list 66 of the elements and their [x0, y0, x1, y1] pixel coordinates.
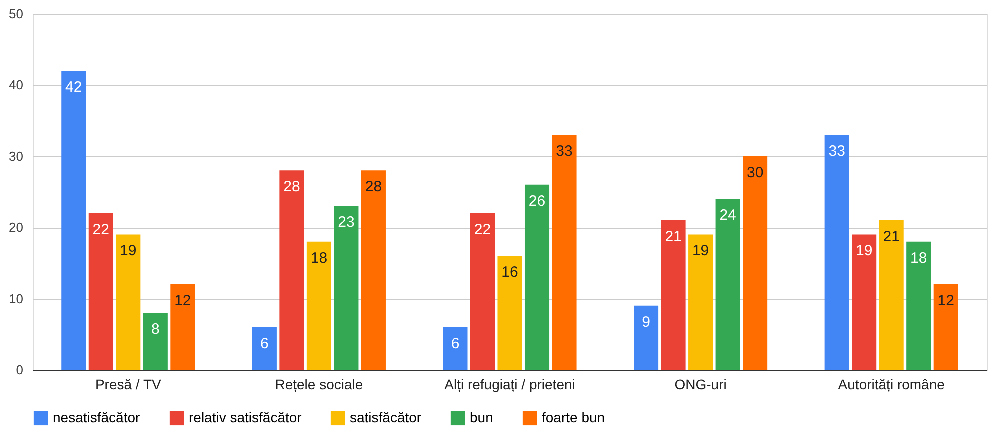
data-label: 18: [310, 250, 328, 267]
bar: [88, 213, 114, 370]
data-label: 33: [556, 143, 573, 160]
data-label: 42: [66, 78, 82, 96]
bar: [498, 256, 522, 370]
bar: [143, 313, 168, 370]
data-label: 9: [642, 314, 650, 331]
y-tick-label: 40: [9, 78, 24, 93]
bar: [334, 206, 359, 370]
data-label: 8: [151, 321, 160, 338]
bar: [252, 327, 277, 370]
data-label: 16: [502, 264, 518, 282]
bar: [443, 327, 468, 370]
legend-label: relativ satisfăcător: [189, 409, 302, 426]
bar: [716, 199, 740, 370]
legend-label: foarte bun: [542, 409, 606, 426]
bar: [470, 213, 496, 370]
data-label: 22: [92, 221, 110, 238]
data-label: 18: [910, 250, 928, 267]
bar: [306, 242, 332, 370]
bar: [361, 170, 386, 370]
bar: [852, 234, 877, 370]
y-tick-label: 10: [9, 291, 24, 306]
data-label: 19: [120, 242, 137, 260]
bar: [552, 135, 577, 370]
data-label: 30: [746, 164, 764, 182]
bar: [824, 135, 850, 370]
y-tick-label: 20: [9, 220, 24, 236]
y-tick-label: 30: [9, 148, 24, 164]
data-label: 21: [883, 228, 900, 246]
bar: [170, 284, 196, 370]
data-label: 6: [451, 335, 460, 352]
x-tick-label: ONG-uri: [674, 376, 727, 392]
bar: [280, 170, 304, 370]
x-tick-label: Autorități române: [838, 376, 946, 392]
data-label: 22: [474, 221, 492, 238]
data-label: 28: [284, 178, 300, 196]
x-tick-label: Presă / TV: [95, 376, 162, 392]
bar: [934, 284, 958, 370]
x-tick-label: Alți refugiați / prieteni: [444, 376, 576, 392]
data-label: 21: [665, 228, 682, 246]
data-label: 12: [938, 292, 954, 310]
bar: [634, 306, 659, 370]
bar: [524, 184, 550, 370]
bar: [661, 220, 686, 370]
data-label: 6: [260, 335, 269, 352]
data-label: 19: [856, 242, 873, 260]
legend-label: satisfăcător: [350, 409, 422, 426]
data-label: 12: [174, 292, 192, 310]
legend-label: nesatisfăcător: [53, 409, 140, 426]
bar: [879, 220, 904, 370]
y-tick-label: 50: [9, 6, 24, 22]
data-label: 24: [720, 207, 736, 224]
data-label: 19: [692, 242, 710, 260]
y-tick-label: 0: [16, 362, 24, 378]
data-label: 28: [365, 178, 382, 196]
data-label: 23: [338, 214, 355, 232]
data-label: 33: [828, 143, 846, 160]
bar: [906, 242, 932, 370]
bar: [116, 234, 141, 370]
bar: [688, 234, 714, 370]
bar: [62, 70, 86, 370]
legend-label: bun: [470, 409, 494, 426]
data-label: 26: [528, 192, 546, 210]
bar: [743, 156, 768, 370]
x-tick-label: Rețele sociale: [275, 376, 364, 392]
